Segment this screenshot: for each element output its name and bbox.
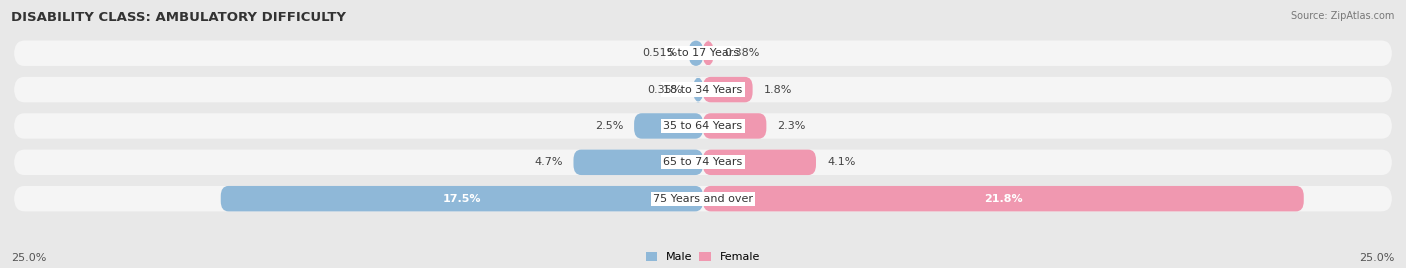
Legend: Male, Female: Male, Female bbox=[641, 247, 765, 267]
Text: 25.0%: 25.0% bbox=[11, 253, 46, 263]
FancyBboxPatch shape bbox=[14, 113, 1392, 139]
FancyBboxPatch shape bbox=[703, 113, 766, 139]
Text: 0.38%: 0.38% bbox=[724, 48, 759, 58]
FancyBboxPatch shape bbox=[221, 186, 703, 211]
Text: 1.8%: 1.8% bbox=[763, 85, 792, 95]
FancyBboxPatch shape bbox=[703, 186, 1303, 211]
Text: 65 to 74 Years: 65 to 74 Years bbox=[664, 157, 742, 167]
Text: 2.5%: 2.5% bbox=[595, 121, 623, 131]
FancyBboxPatch shape bbox=[703, 150, 815, 175]
Text: 75 Years and over: 75 Years and over bbox=[652, 194, 754, 204]
Text: 0.51%: 0.51% bbox=[643, 48, 678, 58]
FancyBboxPatch shape bbox=[14, 40, 1392, 66]
Text: Source: ZipAtlas.com: Source: ZipAtlas.com bbox=[1291, 11, 1395, 21]
FancyBboxPatch shape bbox=[703, 40, 713, 66]
Text: 18 to 34 Years: 18 to 34 Years bbox=[664, 85, 742, 95]
Text: 4.7%: 4.7% bbox=[534, 157, 562, 167]
Text: 4.1%: 4.1% bbox=[827, 157, 855, 167]
FancyBboxPatch shape bbox=[689, 40, 703, 66]
Text: 5 to 17 Years: 5 to 17 Years bbox=[666, 48, 740, 58]
Text: DISABILITY CLASS: AMBULATORY DIFFICULTY: DISABILITY CLASS: AMBULATORY DIFFICULTY bbox=[11, 11, 346, 24]
FancyBboxPatch shape bbox=[14, 186, 1392, 211]
Text: 25.0%: 25.0% bbox=[1360, 253, 1395, 263]
FancyBboxPatch shape bbox=[634, 113, 703, 139]
Text: 35 to 64 Years: 35 to 64 Years bbox=[664, 121, 742, 131]
Text: 21.8%: 21.8% bbox=[984, 194, 1022, 204]
FancyBboxPatch shape bbox=[574, 150, 703, 175]
FancyBboxPatch shape bbox=[703, 77, 752, 102]
Text: 0.35%: 0.35% bbox=[647, 85, 682, 95]
Text: 17.5%: 17.5% bbox=[443, 194, 481, 204]
FancyBboxPatch shape bbox=[14, 150, 1392, 175]
Text: 2.3%: 2.3% bbox=[778, 121, 806, 131]
FancyBboxPatch shape bbox=[14, 77, 1392, 102]
FancyBboxPatch shape bbox=[693, 77, 703, 102]
